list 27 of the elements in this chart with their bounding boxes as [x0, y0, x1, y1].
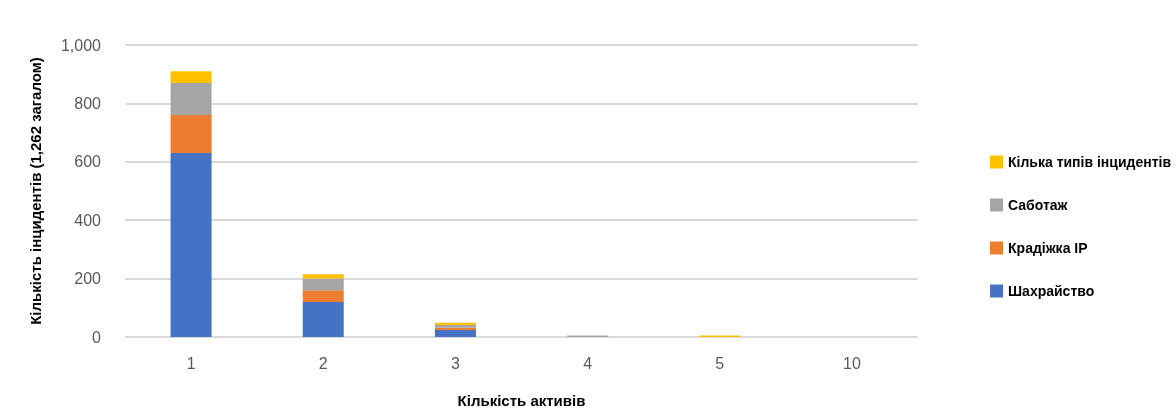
x-tick-label: 1 — [186, 354, 196, 372]
y-tick-label: 600 — [74, 153, 102, 171]
y-tick-label: 200 — [74, 270, 102, 288]
x-tick-label: 10 — [843, 354, 861, 372]
x-tick-label: 4 — [583, 354, 593, 372]
y-tick-label: 0 — [92, 328, 102, 346]
bar — [170, 82, 212, 116]
x-tick-label: 2 — [318, 354, 328, 372]
legend-label: Кілька типів інцидентів — [1008, 154, 1172, 170]
y-axis-title: Кількість інцидентів (1,262 загалом) — [27, 57, 44, 325]
bar — [170, 71, 212, 83]
bar — [434, 329, 476, 337]
bar — [302, 290, 344, 302]
y-tick-label: 800 — [74, 94, 102, 112]
legend-label: Саботаж — [1008, 197, 1069, 213]
y-tick-label: 400 — [74, 211, 102, 229]
x-tick-label: 5 — [715, 354, 725, 372]
y-tick-label: 1,000 — [60, 36, 102, 54]
bar — [302, 274, 344, 279]
bar — [170, 153, 212, 337]
legend-label: Крадіжка IP — [1008, 240, 1088, 256]
bar — [302, 278, 344, 291]
x-tick-label: 3 — [450, 354, 460, 372]
legend-label: Шахрайство — [1008, 283, 1095, 299]
bar — [170, 115, 212, 154]
x-axis-title: Кількість активів — [457, 392, 586, 409]
bar — [302, 301, 344, 337]
